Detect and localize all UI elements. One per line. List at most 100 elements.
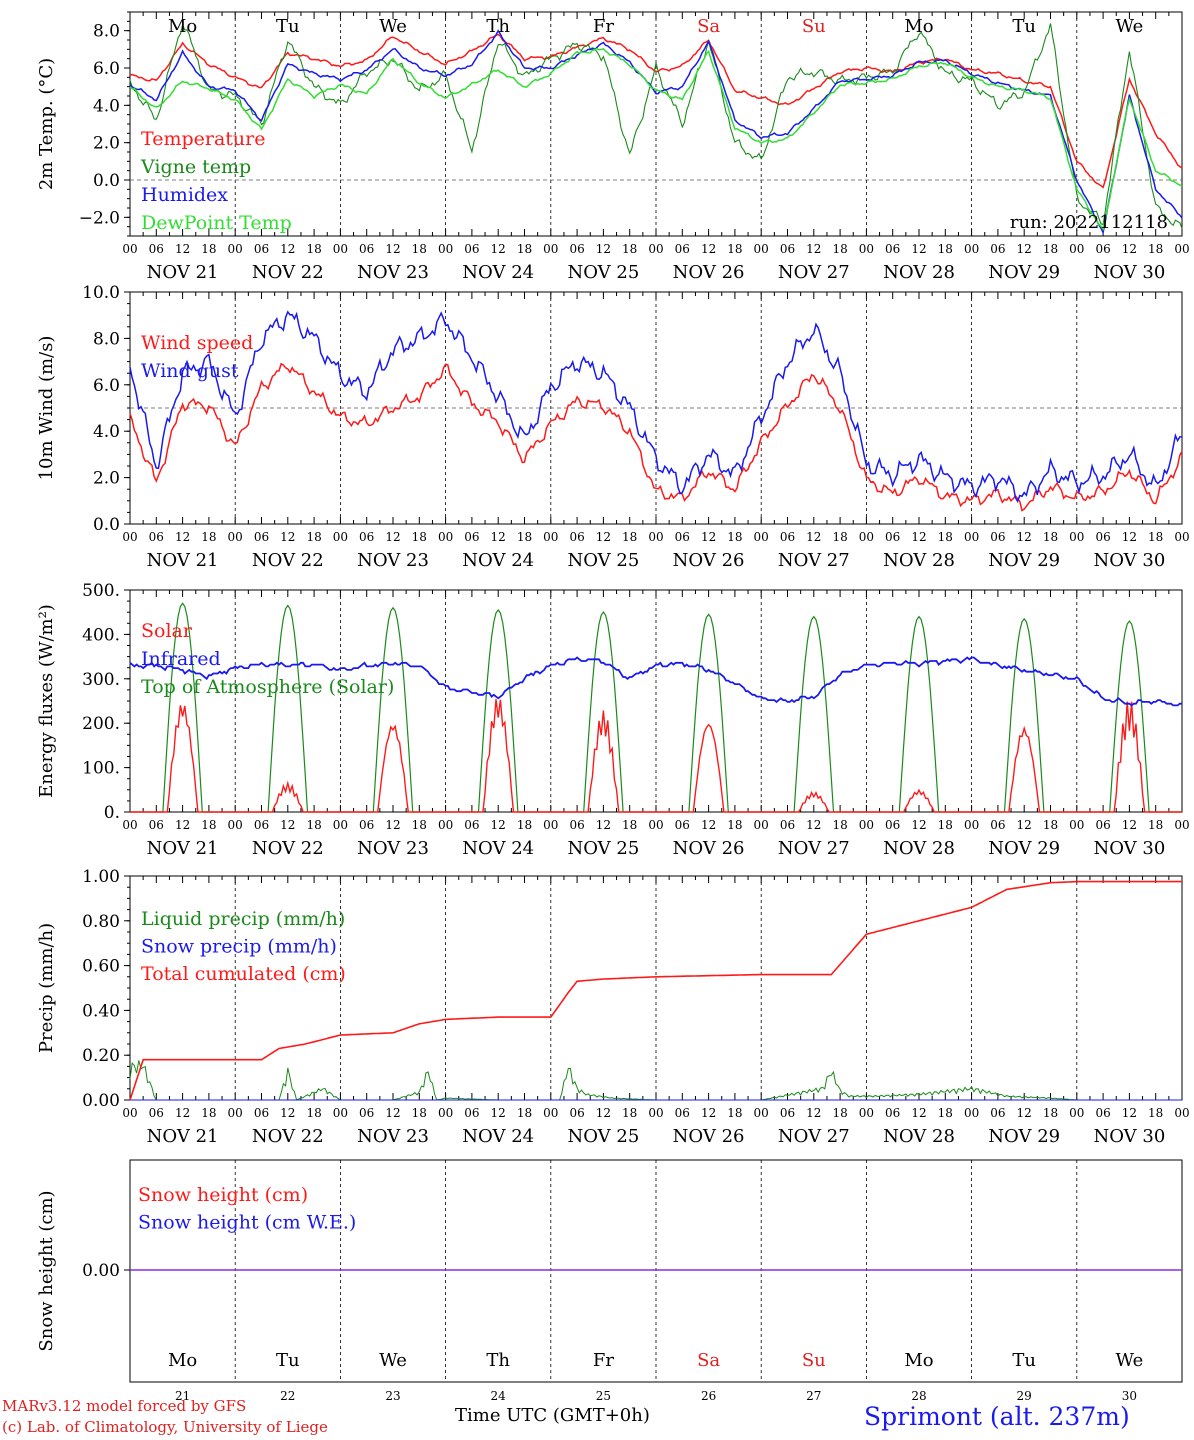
weekday-label: Tu <box>276 1350 300 1371</box>
day-number-label: 22 <box>280 1389 295 1403</box>
x-tick-label: 06 <box>990 242 1005 256</box>
panel-5 <box>124 1159 1183 1383</box>
x-tick-label: 18 <box>622 530 637 544</box>
x-tick-label: 06 <box>359 1106 374 1120</box>
x-date-label: NOV 28 <box>883 1126 955 1147</box>
series-line-3 <box>129 47 1183 231</box>
x-tick-label: 06 <box>885 818 900 832</box>
x-tick-label: 00 <box>859 1106 874 1120</box>
x-tick-label: 18 <box>622 818 637 832</box>
x-tick-label: 06 <box>359 242 374 256</box>
x-date-label: NOV 23 <box>357 262 429 283</box>
y-tick-label: 0. <box>104 803 120 823</box>
x-tick-label: 00 <box>1069 1106 1084 1120</box>
y-tick-label: 0.40 <box>82 1001 120 1021</box>
y-tick-label: 4.0 <box>93 96 120 116</box>
x-tick-label: 00 <box>754 818 769 832</box>
x-date-label: NOV 21 <box>147 838 219 859</box>
x-tick-label: 18 <box>412 242 427 256</box>
x-tick-label: 06 <box>885 242 900 256</box>
plot-frame <box>129 11 1183 237</box>
x-tick-label: 12 <box>596 818 611 832</box>
x-date-label: NOV 21 <box>147 262 219 283</box>
x-tick-label: 00 <box>543 818 558 832</box>
weekday-label: We <box>1116 16 1144 37</box>
x-tick-label: 00 <box>543 530 558 544</box>
x-tick-label: 12 <box>491 242 506 256</box>
x-tick-label: 06 <box>675 1106 690 1120</box>
x-tick-label: 18 <box>1043 1106 1058 1120</box>
x-tick-label: 18 <box>1043 818 1058 832</box>
series-line-total <box>129 880 1182 1101</box>
x-tick-label: 06 <box>780 242 795 256</box>
x-date-label: NOV 25 <box>567 550 639 571</box>
weekday-label: Mo <box>904 16 933 37</box>
weekday-label: Su <box>802 16 826 37</box>
y-tick-label: −2.0 <box>79 208 120 228</box>
weekday-label: Tu <box>1012 1350 1036 1371</box>
x-tick-label: 12 <box>701 1106 716 1120</box>
x-tick-label: 12 <box>806 818 821 832</box>
x-tick-label: 18 <box>622 1106 637 1120</box>
x-tick-label: 06 <box>675 818 690 832</box>
x-tick-label: 18 <box>727 242 742 256</box>
x-tick-label: 00 <box>438 242 453 256</box>
legend-entry: Temperature <box>141 128 265 150</box>
x-tick-label: 18 <box>201 242 216 256</box>
x-date-label: NOV 22 <box>252 550 324 571</box>
x-date-label: NOV 28 <box>883 838 955 859</box>
x-tick-label: 00 <box>1174 818 1189 832</box>
x-tick-label: 12 <box>280 242 295 256</box>
y-tick-label: 1.00 <box>82 867 120 887</box>
x-tick-label: 06 <box>569 1106 584 1120</box>
x-date-label: NOV 25 <box>567 838 639 859</box>
y-tick-label: 0.0 <box>93 171 120 191</box>
x-tick-label: 12 <box>1122 242 1137 256</box>
time-axis-label: Time UTC (GMT+0h) <box>455 1405 650 1426</box>
x-tick-label: 12 <box>385 242 400 256</box>
x-tick-label: 00 <box>122 242 137 256</box>
y-axis-label: Snow height (cm) <box>36 1190 57 1351</box>
x-date-label: NOV 28 <box>883 262 955 283</box>
x-date-label: NOV 27 <box>778 838 850 859</box>
weekday-label: Su <box>802 1350 826 1371</box>
x-tick-label: 06 <box>149 1106 164 1120</box>
x-date-label: NOV 25 <box>567 1126 639 1147</box>
x-tick-label: 06 <box>149 818 164 832</box>
x-date-label: NOV 23 <box>357 1126 429 1147</box>
x-tick-label: 00 <box>859 530 874 544</box>
x-tick-label: 12 <box>280 1106 295 1120</box>
y-tick-label: 100. <box>82 759 120 779</box>
y-tick-label: 2.0 <box>93 469 120 489</box>
x-tick-label: 06 <box>464 242 479 256</box>
x-date-label: NOV 30 <box>1093 1126 1165 1147</box>
x-tick-label: 00 <box>438 818 453 832</box>
legend-entry: Wind gust <box>141 360 239 382</box>
weekday-label: Sa <box>697 16 720 37</box>
weekday-label: Th <box>486 1350 510 1371</box>
y-tick-label: 0.00 <box>82 1091 120 1111</box>
x-tick-label: 00 <box>333 530 348 544</box>
x-date-label: NOV 30 <box>1093 838 1165 859</box>
x-tick-label: 00 <box>754 1106 769 1120</box>
x-tick-label: 00 <box>333 1106 348 1120</box>
x-tick-label: 18 <box>1043 530 1058 544</box>
x-tick-label: 06 <box>885 530 900 544</box>
x-date-label: NOV 28 <box>883 550 955 571</box>
x-date-label: NOV 29 <box>988 838 1060 859</box>
x-tick-label: 18 <box>306 242 321 256</box>
x-tick-label: 12 <box>1122 530 1137 544</box>
x-tick-label: 18 <box>832 242 847 256</box>
x-tick-label: 06 <box>990 1106 1005 1120</box>
y-tick-label: 0.20 <box>82 1046 120 1066</box>
y-tick-label: 8.0 <box>93 329 120 349</box>
x-tick-label: 18 <box>306 530 321 544</box>
x-tick-label: 00 <box>438 1106 453 1120</box>
x-tick-label: 06 <box>780 1106 795 1120</box>
legend-entry: Infrared <box>141 648 221 670</box>
day-number-label: 21 <box>175 1389 190 1403</box>
y-tick-label: 200. <box>82 714 120 734</box>
x-date-label: NOV 23 <box>357 838 429 859</box>
x-tick-label: 00 <box>228 1106 243 1120</box>
weekday-label: Mo <box>168 1350 197 1371</box>
